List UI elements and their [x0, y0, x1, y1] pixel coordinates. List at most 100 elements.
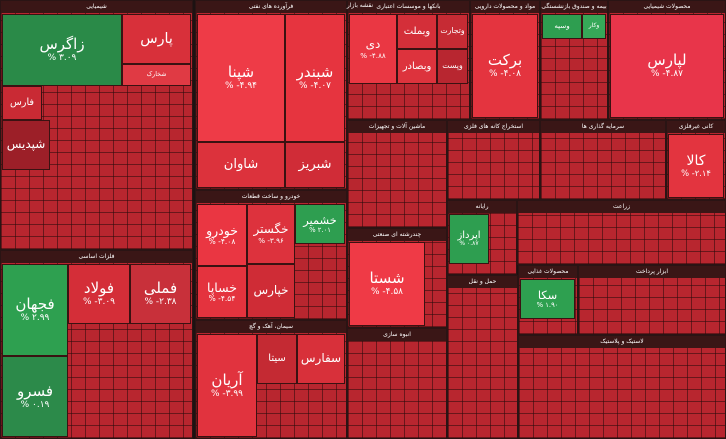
- stock-change: ۰.۸۷ %: [459, 240, 479, 248]
- stock-name: برکت: [487, 51, 523, 70]
- stock-tile: وکار: [582, 14, 606, 39]
- stock-tile: آریان ۳.۹۹- %: [197, 334, 257, 437]
- sector-title: سرمایه گذاری ها: [541, 121, 665, 133]
- stock-name: شستا: [369, 269, 405, 288]
- stock-tile: سیتا: [257, 334, 297, 384]
- stock-tile: فولاد ۳.۰۹- %: [68, 264, 130, 324]
- stock-tile: لپارس ۴.۸۷- %: [610, 14, 724, 118]
- sector-title: فرآورده های نفتی: [196, 1, 346, 13]
- stock-change: ۴.۰۷- %: [298, 81, 332, 92]
- sector-title: شیمیایی: [1, 1, 192, 13]
- stock-tile: خپارس: [247, 264, 295, 318]
- stock-tile: فسرو ۰.۱۹ %: [2, 356, 68, 437]
- stock-change: ۳.۹۶- %: [258, 235, 284, 245]
- sector: لاستیک و پلاستیک: [518, 335, 726, 439]
- stock-name: سکا: [537, 287, 558, 302]
- stock-tile: فجهان ۲.۹۹ %: [2, 264, 68, 356]
- sector: زراعت: [517, 200, 726, 265]
- stock-change: ۱.۹۰ %: [536, 300, 559, 309]
- stock-change: ۳.۹۹- %: [210, 388, 244, 399]
- stock-name: شبریز: [298, 157, 332, 173]
- stock-name: زاگرس: [39, 35, 85, 54]
- stock-tile: برکت ۴.۰۸- %: [472, 14, 538, 118]
- sector-title: بانکها و موسسات اعتباری: [348, 1, 469, 13]
- stock-name: وبصادر: [402, 60, 432, 72]
- stock-tile: شپدیس: [2, 120, 50, 170]
- stock-name: فسرو: [16, 381, 54, 400]
- stock-change: ۴.۹۴- %: [224, 81, 258, 92]
- stock-change: ۳.۰۹- %: [82, 297, 116, 308]
- stock-tile: خگستر ۳.۹۶- %: [247, 204, 295, 264]
- sector-title: سیمان، آهک و گچ: [196, 321, 346, 333]
- sector-title: فلزات اساسی: [1, 251, 192, 263]
- stock-change: ۴.۸۷- %: [650, 69, 684, 80]
- stock-change: ۴.۰۸- %: [208, 236, 236, 246]
- stock-name: وتجارت: [440, 26, 465, 36]
- stock-tile: شبندر ۴.۰۷- %: [285, 14, 345, 142]
- sector-title: چندرشته ای صنعتی: [348, 229, 446, 241]
- stock-change: ۰.۱۹ %: [20, 399, 50, 410]
- map-title: نقشه بازار: [346, 2, 374, 9]
- stock-tile: شستا ۴.۵۸- %: [349, 242, 425, 326]
- stock-name: شخارک: [146, 71, 167, 79]
- stock-name: پارس: [140, 30, 173, 47]
- stock-tile: فملی ۲.۳۸- %: [130, 264, 191, 324]
- stock-tile: دی ۴.۸۸- %: [349, 14, 397, 84]
- stock-name: شپنا: [227, 63, 255, 82]
- stock-tile: وبصادر: [397, 49, 437, 84]
- sector-title: ابزار پرداخت: [579, 266, 725, 278]
- sector-title: خودرو و ساخت قطعات: [196, 191, 346, 203]
- sector-title: بیمه و صندوق بازنشستگی: [541, 1, 607, 13]
- stock-change: ۲.۰۱ %: [309, 225, 331, 234]
- stock-change: ۲.۹۹ %: [20, 313, 50, 324]
- stock-name: خساپا: [207, 279, 237, 295]
- stock-tile: سکا ۱.۹۰ %: [520, 279, 575, 319]
- stock-tile: زاگرس ۳.۰۹ %: [2, 14, 122, 86]
- stock-tile: خودرو ۴.۰۸- %: [197, 204, 247, 266]
- stock-name: وبملت: [403, 25, 431, 37]
- stock-name: شبندر: [296, 63, 334, 82]
- stock-name: فملی: [143, 279, 178, 298]
- stock-tile: وبملت: [397, 14, 437, 49]
- stock-tile: خساپا ۴.۵۴- %: [197, 266, 247, 318]
- stock-name: شاوان: [223, 157, 259, 173]
- stock-name: خپارس: [253, 283, 289, 298]
- stock-tile: خشمیر ۲.۰۱ %: [295, 204, 345, 244]
- sector: ابزار پرداخت: [578, 265, 726, 335]
- sector-title: کانی غیرفلزی: [667, 121, 725, 133]
- sector-title: مواد و محصولات دارویی: [471, 1, 539, 13]
- sector-title: محصولات شیمیایی: [609, 1, 725, 13]
- stock-name: فارس: [9, 97, 35, 109]
- sector-title: زراعت: [518, 201, 725, 213]
- stock-name: فجهان: [15, 295, 55, 314]
- stock-name: وپست: [442, 61, 463, 71]
- sector-title: حمل و نقل: [448, 276, 517, 288]
- stock-tile: سفارس: [297, 334, 345, 384]
- stock-name: آریان: [211, 370, 243, 389]
- sector: انبوه سازی: [347, 328, 447, 439]
- stock-tile: وتجارت: [437, 14, 468, 49]
- sector: سرمایه گذاری ها: [540, 120, 666, 200]
- stock-name: اپرداز: [457, 229, 481, 241]
- stock-name: وسپه: [554, 21, 570, 31]
- stock-tile: وسپه: [542, 14, 582, 39]
- stock-tile: وپست: [437, 49, 468, 84]
- sector: ماشین آلات و تجهیزات: [347, 120, 447, 228]
- sector-title: لاستیک و پلاستیک: [519, 336, 725, 348]
- stock-tile: شپنا ۴.۹۴- %: [197, 14, 285, 142]
- stock-tile: کالا ۲.۱۴- %: [668, 134, 724, 198]
- stock-name: شپدیس: [6, 137, 46, 152]
- stock-name: وکار: [588, 22, 600, 30]
- stock-name: دی: [365, 36, 381, 51]
- stock-name: خگستر: [253, 221, 289, 236]
- stock-change: ۴.۵۸- %: [370, 287, 404, 298]
- stock-change: ۲.۳۸- %: [144, 297, 177, 308]
- sector-title: محصولات غذایی: [519, 266, 577, 278]
- stock-name: خشمیر: [303, 212, 337, 227]
- stock-name: خودرو: [206, 222, 238, 238]
- sector-title: استخراج کانه های فلزی: [448, 121, 539, 133]
- stock-name: کالا: [686, 153, 706, 170]
- sector-title: ماشین آلات و تجهیزات: [348, 121, 446, 133]
- stock-name: سیتا: [268, 353, 286, 365]
